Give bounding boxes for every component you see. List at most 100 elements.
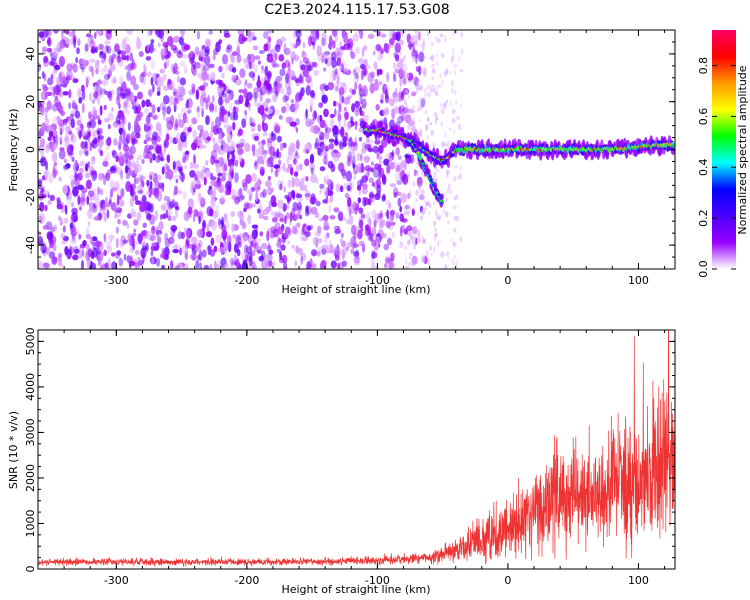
spectrogram-noise-cell <box>408 204 411 212</box>
spectrogram-noise-cell <box>220 194 226 201</box>
spectrogram-noise-cell <box>348 136 353 143</box>
spectrogram-noise-cell <box>394 68 400 74</box>
spectrogram-noise-cell <box>46 39 51 45</box>
spectrogram-noise-cell <box>173 123 179 131</box>
spectrogram-noise-cell <box>62 225 66 233</box>
spectrogram-noise-cell <box>126 71 131 80</box>
spectrogram-noise-cell <box>433 166 437 170</box>
spectrogram-noise-cell <box>239 232 245 239</box>
spectrogram-noise-cell <box>147 30 152 37</box>
spectrogram-noise-cell <box>149 157 153 164</box>
spectrogram-noise-cell <box>121 219 127 227</box>
spectrogram-noise-cell <box>451 117 456 123</box>
spectrogram-noise-cell <box>355 72 359 80</box>
spectrogram-track-cell <box>391 137 395 146</box>
spectrogram-noise-cell <box>77 88 82 98</box>
spectrogram-noise-cell <box>311 61 317 68</box>
spectrogram-noise-cell <box>441 79 444 85</box>
spectrogram-noise-cell <box>191 184 196 196</box>
spectrogram-noise-cell <box>319 183 325 189</box>
spectrogram-noise-cell <box>257 155 263 165</box>
spectrogram-noise-cell <box>358 136 363 142</box>
spectrogram-noise-cell <box>210 129 213 140</box>
x-tick-label: -100 <box>365 274 390 287</box>
spectrogram-noise-cell <box>335 47 341 57</box>
spectrogram-noise-cell <box>291 244 295 249</box>
spectrogram-noise-cell <box>173 62 178 74</box>
spectrogram-noise-cell <box>406 33 411 44</box>
spectrogram-noise-cell <box>314 212 320 219</box>
spectrogram-noise-cell <box>422 235 424 240</box>
spectrogram-noise-cell <box>251 144 256 153</box>
spectrogram-noise-cell <box>262 150 268 155</box>
spectrogram-noise-cell <box>374 193 381 201</box>
spectrogram-noise-cell <box>446 197 448 201</box>
spectrogram-noise-cell <box>304 158 310 167</box>
spectrogram-noise-cell <box>315 30 320 39</box>
spectrogram-noise-cell <box>231 223 235 233</box>
spectrogram-noise-cell <box>252 118 256 126</box>
spectrogram-noise-cell <box>192 163 200 169</box>
spectrogram-noise-cell <box>459 103 462 109</box>
spectrogram-noise-cell <box>361 147 367 154</box>
spectrogram-noise-cell <box>251 238 257 248</box>
spectrogram-noise-cell <box>293 153 300 160</box>
spectrogram-noise-cell <box>192 117 197 125</box>
spectrogram-noise-cell <box>205 230 213 238</box>
spectrogram-noise-cell <box>98 172 104 181</box>
spectrogram-noise-cell <box>139 201 146 213</box>
spectrogram-noise-cell <box>452 30 456 35</box>
snr-x-ticks: -300 -200 -100 0 100 <box>37 330 666 587</box>
spectrogram-noise-cell <box>47 200 52 205</box>
spectrogram-noise-cell <box>162 112 166 121</box>
spectrogram-noise-cell <box>403 70 407 77</box>
spectrogram-noise-cell <box>377 30 381 37</box>
spectrogram-noise-cell <box>310 30 317 35</box>
spectrogram-noise-cell <box>282 203 287 212</box>
spectrogram-noise-cell <box>247 214 252 225</box>
spectrogram-noise-cell <box>192 53 196 60</box>
spectrogram-noise-cell <box>345 170 352 182</box>
spectrogram-noise-cell <box>346 185 351 192</box>
spectrogram-noise-cell <box>93 84 99 92</box>
spectrogram-noise-cell <box>221 91 225 96</box>
spectrogram-noise-cell <box>103 117 110 123</box>
spectrogram-noise-cell <box>360 213 366 219</box>
spectrogram-noise-cell <box>357 58 365 64</box>
spectrogram-noise-cell <box>422 56 427 60</box>
spectrogram-noise-cell <box>77 130 80 136</box>
spectrogram-noise-cell <box>421 48 425 52</box>
spectrogram-noise-cell <box>209 101 215 113</box>
spectrogram-noise-cell <box>407 152 410 156</box>
spectrogram-noise-cell <box>131 211 137 217</box>
spectrogram-noise-cell <box>258 50 265 54</box>
spectrogram-noise-cell <box>416 33 419 39</box>
spectrogram-noise-cell <box>92 92 99 99</box>
spectrogram-noise-cell <box>267 156 275 165</box>
spectrogram-noise-cell <box>235 258 240 269</box>
spectrogram-noise-cell <box>70 179 75 189</box>
spectrogram-noise-cell <box>123 102 127 109</box>
spectrogram-noise-cell <box>72 216 79 222</box>
spectrogram-noise-cell <box>208 185 213 190</box>
spectrogram-noise-cell <box>157 174 162 181</box>
spectrogram-noise-cell <box>337 109 341 117</box>
spectrogram-noise-cell <box>151 242 157 247</box>
spectrogram-noise-cell <box>212 137 215 143</box>
spectrogram-noise-cell <box>266 157 273 168</box>
spectrogram-noise-cell <box>361 175 369 184</box>
spectrogram-noise-cell <box>321 94 328 104</box>
spectrogram-noise-cell <box>276 135 282 143</box>
spectrogram-noise-cell <box>333 246 341 258</box>
spectrogram-noise-cell <box>131 105 139 111</box>
spectrogram-noise-cell <box>164 61 167 70</box>
spectrogram-noise-cell <box>231 74 237 83</box>
spectrogram-noise-cell <box>136 211 142 221</box>
spectrogram-noise-cell <box>281 254 288 264</box>
spectrogram-noise-cell <box>267 37 272 44</box>
spectrogram-noise-cell <box>361 98 367 109</box>
spectrogram-noise-cell <box>259 86 267 96</box>
spectrogram-noise-cell <box>124 65 130 71</box>
spectrogram-noise-cell <box>224 97 230 104</box>
spectrogram-noise-cell <box>103 212 108 222</box>
